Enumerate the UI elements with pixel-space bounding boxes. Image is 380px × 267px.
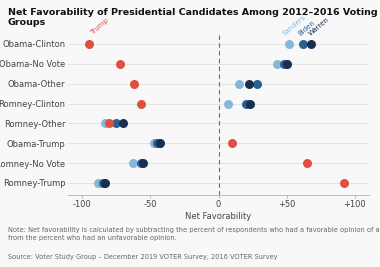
Point xyxy=(138,101,144,106)
Text: Trump: Trump xyxy=(89,18,109,36)
Point xyxy=(100,181,106,185)
Point xyxy=(245,81,252,86)
Point xyxy=(304,161,310,165)
Point xyxy=(341,181,347,185)
Text: Net Favorability of Presidential Candidates Among 2012–2016 Voting Groups: Net Favorability of Presidential Candida… xyxy=(8,8,377,28)
Point xyxy=(225,101,231,106)
Text: Biden: Biden xyxy=(298,19,317,36)
Point xyxy=(117,62,123,66)
Text: Note: Net favorability is calculated by subtracting the percent of respondents w: Note: Net favorability is calculated by … xyxy=(8,227,380,241)
X-axis label: Net Favorability: Net Favorability xyxy=(185,212,252,221)
Point xyxy=(243,101,249,106)
Point xyxy=(95,181,101,185)
Point xyxy=(154,141,160,146)
Point xyxy=(229,141,235,146)
Point xyxy=(281,62,287,66)
Point xyxy=(300,42,306,46)
Point xyxy=(120,121,126,125)
Text: Warren: Warren xyxy=(307,16,330,36)
Point xyxy=(284,62,290,66)
Point xyxy=(102,121,108,125)
Point xyxy=(140,161,146,165)
Point xyxy=(86,42,92,46)
Point xyxy=(236,81,242,86)
Text: Source: Voter Study Group – December 2019 VOTER Survey, 2016 VOTER Survey: Source: Voter Study Group – December 201… xyxy=(8,254,277,260)
Point xyxy=(274,62,280,66)
Point xyxy=(254,81,260,86)
Point xyxy=(130,161,136,165)
Point xyxy=(138,161,144,165)
Point xyxy=(151,141,157,146)
Point xyxy=(157,141,163,146)
Point xyxy=(113,121,119,125)
Point xyxy=(247,101,253,106)
Point xyxy=(287,42,293,46)
Point xyxy=(131,81,137,86)
Text: Sanders: Sanders xyxy=(281,14,307,36)
Point xyxy=(308,42,314,46)
Point xyxy=(102,181,108,185)
Point xyxy=(106,121,112,125)
